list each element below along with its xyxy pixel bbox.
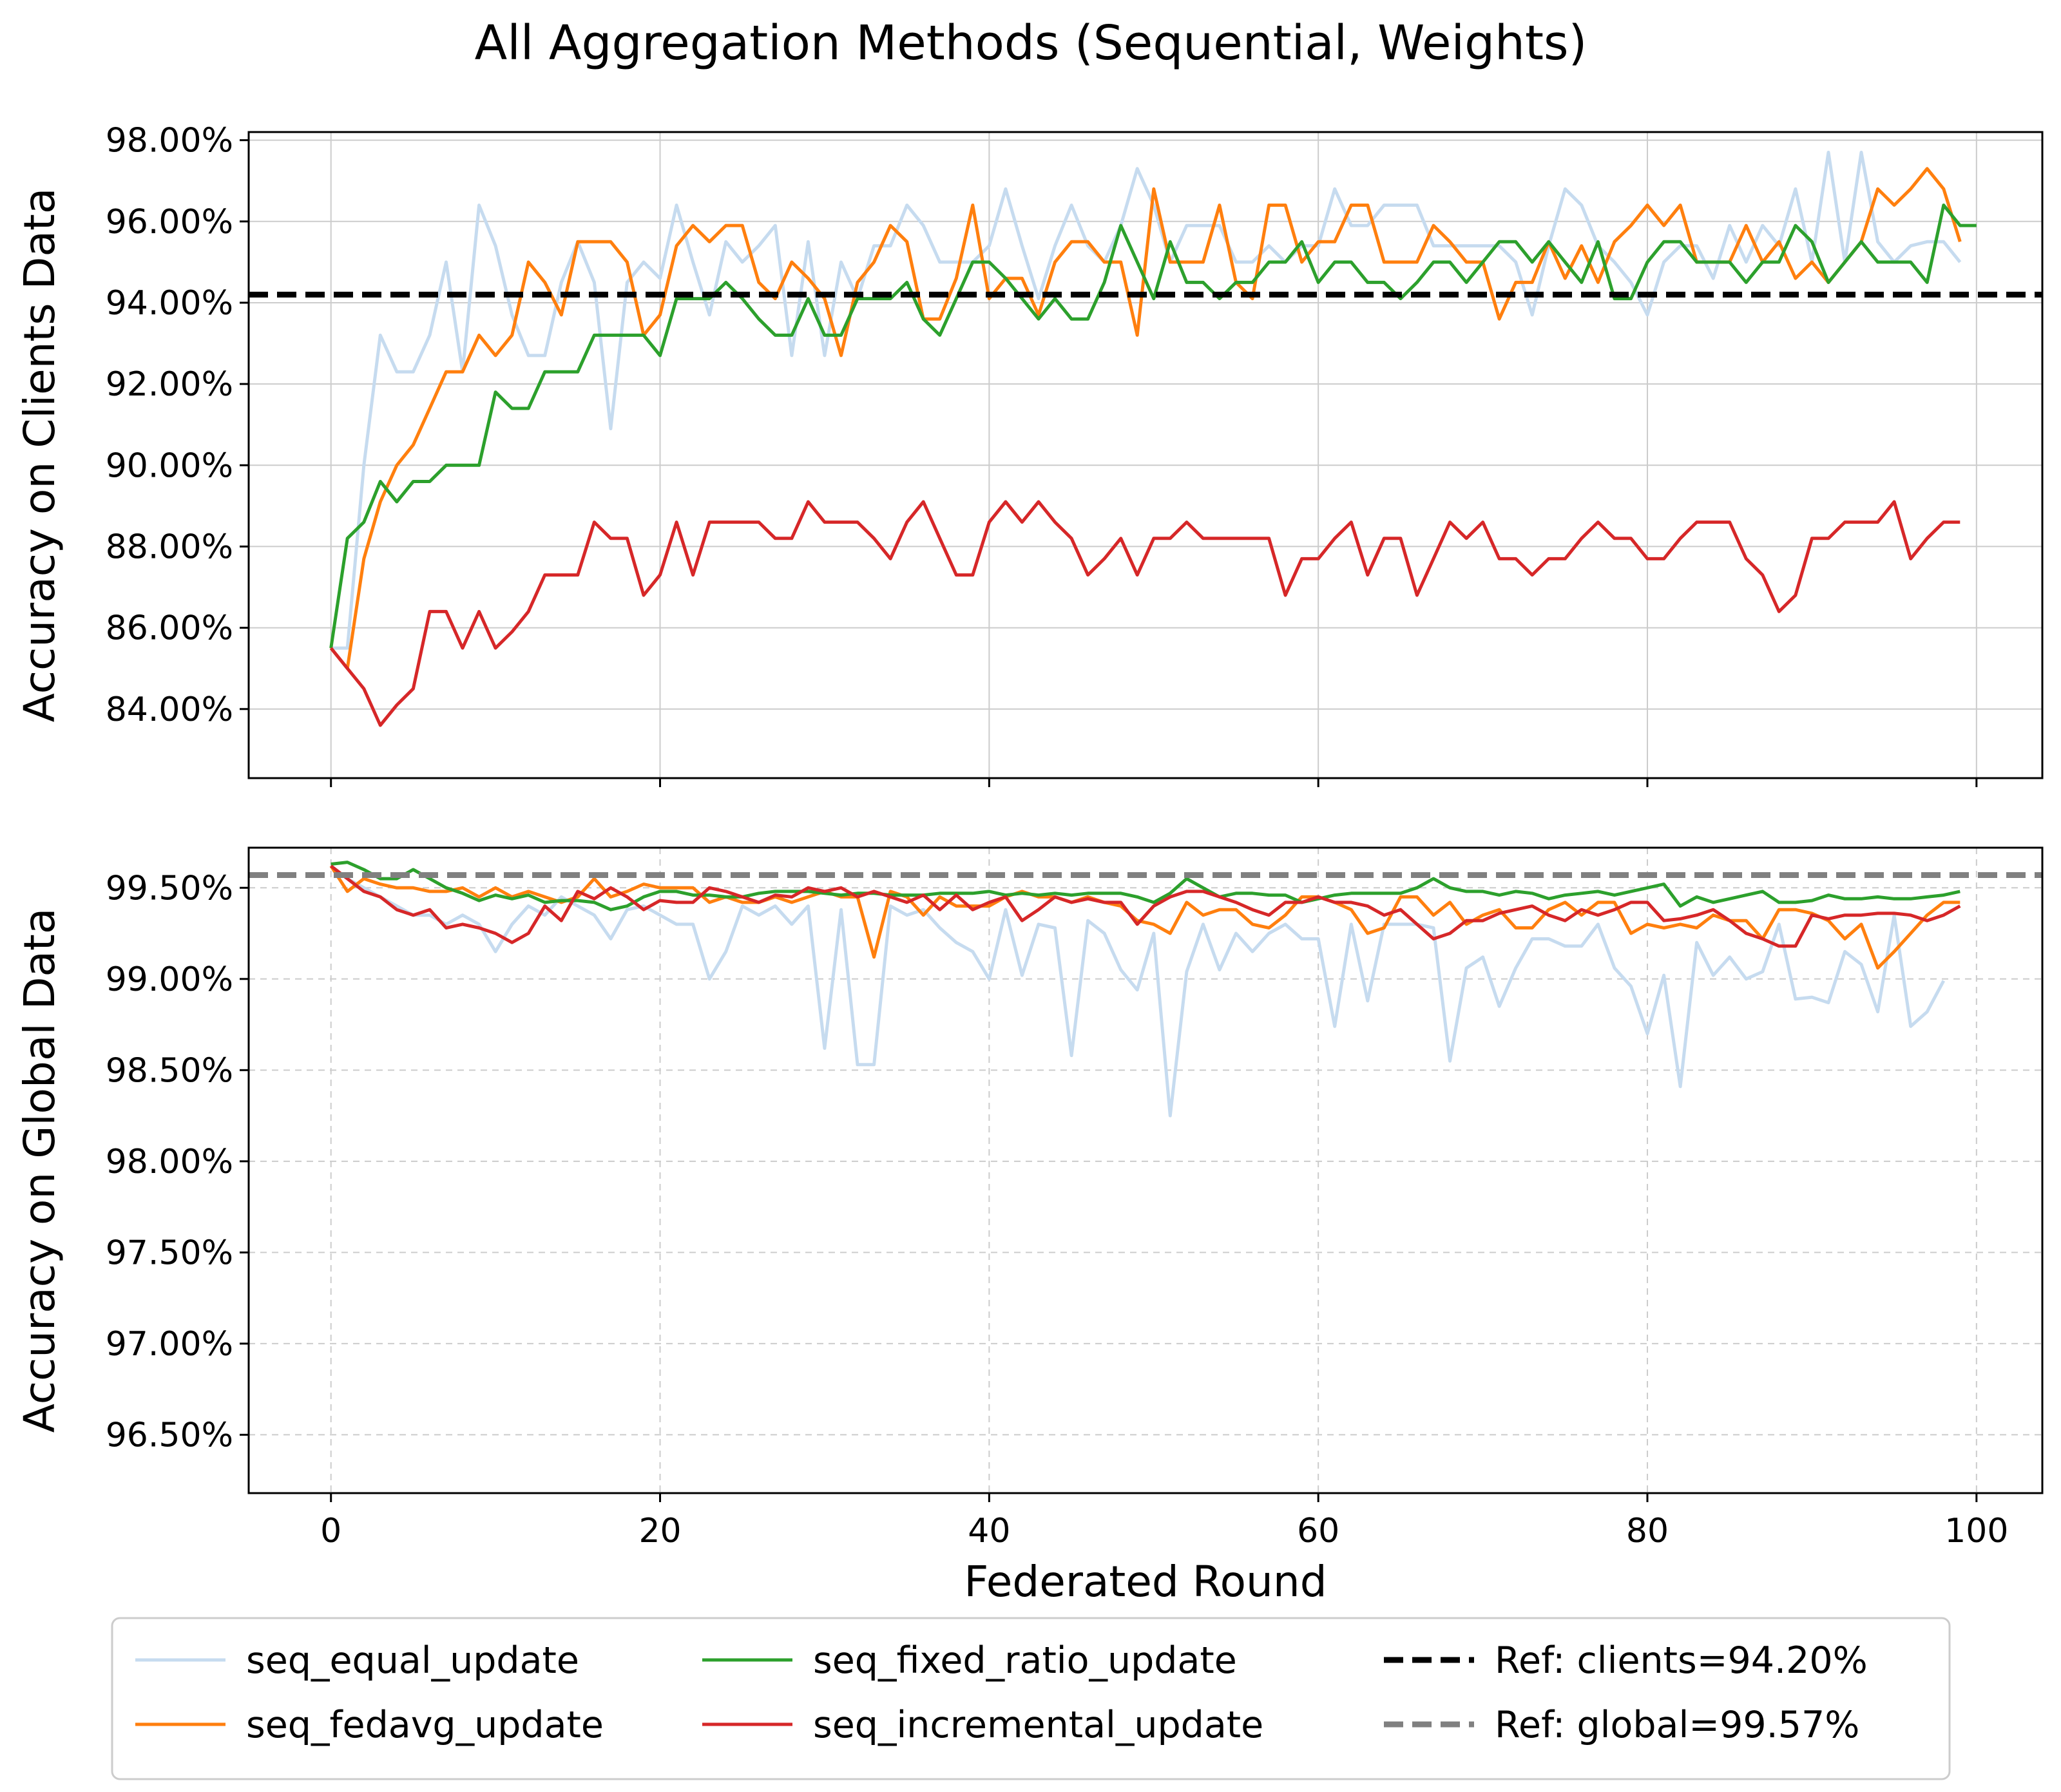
series-line-seq-incremental-update <box>329 500 1960 727</box>
x-ticks-global: 0 20 40 60 80 100 <box>320 1493 2008 1550</box>
y-tick-label: 99.50% <box>106 869 233 908</box>
y-ticks-global: 96.50% 97.00% 97.50% 98.00% 98.50% 99.00% 99.5… <box>106 869 249 1454</box>
legend-entry: seq_fixed_ratio_update <box>702 1639 1237 1682</box>
series-group-global <box>329 861 1961 1118</box>
y-tick-label: 96.50% <box>106 1416 233 1454</box>
y-tick-label: 98.00% <box>106 122 233 160</box>
y-tick-label: 94.00% <box>106 284 233 323</box>
y-axis-label-clients: Accuracy on Clients Data <box>15 188 64 723</box>
y-tick-label: 88.00% <box>106 528 233 566</box>
y-tick-label: 96.00% <box>106 203 233 242</box>
y-tick-label: 97.00% <box>106 1325 233 1364</box>
plot-frame-clients <box>247 131 2044 779</box>
legend-label: seq_fixed_ratio_update <box>813 1639 1237 1682</box>
plot-frame-global <box>247 846 2044 1494</box>
x-tick-label: 40 <box>968 1512 1010 1550</box>
chart-title: All Aggregation Methods (Sequential, Wei… <box>475 15 1587 71</box>
x-ticks-clients <box>330 778 1978 787</box>
legend-label: Ref: clients=94.20% <box>1495 1639 1868 1682</box>
series-line-seq-fedavg-update <box>329 864 1960 970</box>
x-axis-label: Federated Round <box>964 1557 1327 1606</box>
x-tick-label: 100 <box>1944 1512 2008 1550</box>
y-tick-label: 92.00% <box>106 365 233 404</box>
legend-entry: Ref: global=99.57% <box>1384 1704 1859 1746</box>
series-line-seq-fixed-ratio-update <box>331 861 1960 911</box>
series-line-seq-equal-update <box>331 151 1962 650</box>
x-tick-label: 0 <box>320 1512 341 1550</box>
series-line-seq-fedavg-update <box>329 167 1962 671</box>
y-tick-label: 99.00% <box>106 960 233 999</box>
legend-entry: seq_incremental_update <box>702 1704 1263 1746</box>
y-tick-label: 97.50% <box>106 1234 233 1272</box>
grid-global <box>249 848 2042 1493</box>
y-tick-label: 98.00% <box>106 1143 233 1181</box>
grid-clients <box>249 132 2042 778</box>
y-tick-label: 86.00% <box>106 609 233 648</box>
panel-clients: 84.00% 86.00% 88.00% 90.00% 92.00% 94.00% 96.0… <box>15 122 2044 787</box>
legend-entry: seq_equal_update <box>135 1639 579 1682</box>
panel-global: 96.50% 97.00% 97.50% 98.00% 98.50% 99.00% 99.5… <box>15 846 2044 1550</box>
legend-frame <box>111 1617 1951 1780</box>
y-tick-label: 90.00% <box>106 446 233 485</box>
series-group-clients <box>329 151 1977 727</box>
series-line-seq-equal-update <box>330 864 1946 1118</box>
legend-label: seq_incremental_update <box>813 1704 1263 1746</box>
legend: seq_equal_update seq_fedavg_update seq_fix… <box>111 1617 1951 1780</box>
y-tick-label: 98.50% <box>106 1051 233 1090</box>
x-tick-label: 60 <box>1297 1512 1339 1550</box>
y-tick-label: 84.00% <box>106 691 233 729</box>
legend-entry: Ref: clients=94.20% <box>1384 1639 1868 1682</box>
legend-label: seq_equal_update <box>246 1639 579 1682</box>
y-ticks-clients: 84.00% 86.00% 88.00% 90.00% 92.00% 94.00% 96.0… <box>106 122 249 729</box>
x-tick-label: 80 <box>1626 1512 1669 1550</box>
legend-label: Ref: global=99.57% <box>1495 1704 1859 1746</box>
series-line-seq-incremental-update <box>330 864 1961 948</box>
legend-label: seq_fedavg_update <box>246 1704 604 1746</box>
legend-entry: seq_fedavg_update <box>135 1704 604 1746</box>
y-axis-label-global: Accuracy on Global Data <box>15 908 64 1433</box>
series-line-seq-fixed-ratio-update <box>329 204 1977 649</box>
x-tick-label: 20 <box>638 1512 681 1550</box>
